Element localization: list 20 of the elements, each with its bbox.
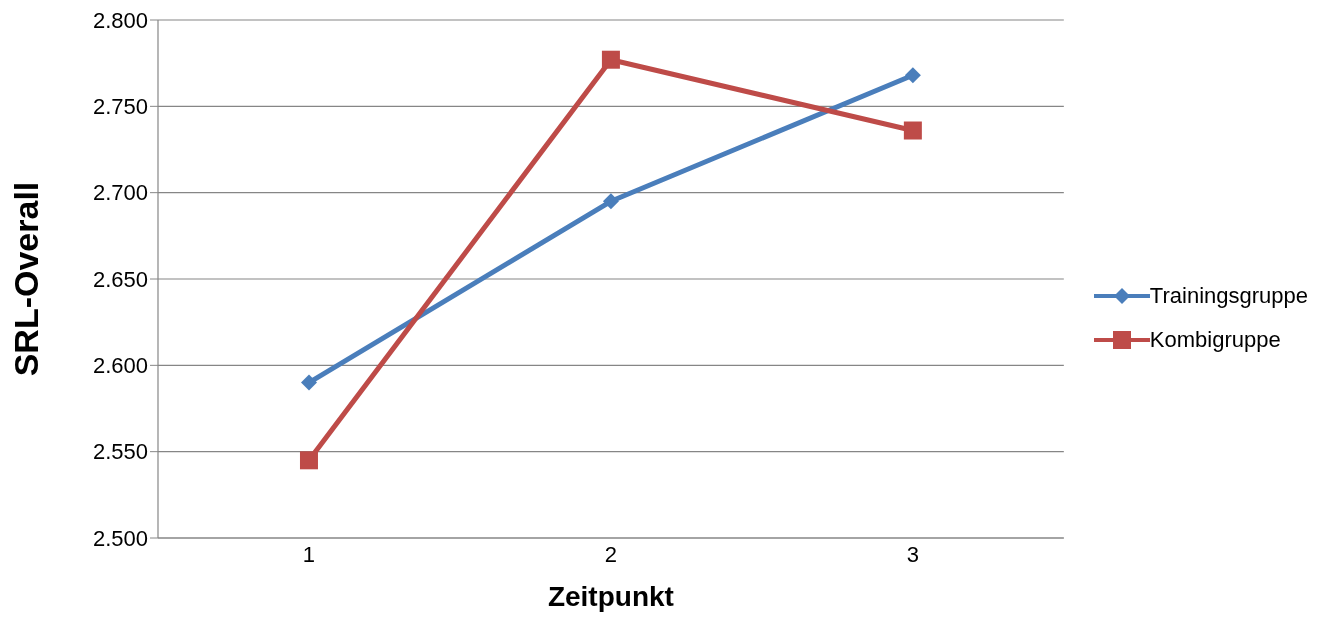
legend-label: Kombigruppe	[1149, 327, 1281, 353]
x-tick-label: 1	[302, 541, 316, 567]
y-tick-label: 2.500	[92, 525, 148, 551]
y-axis-title: SRL-Overall	[7, 181, 46, 377]
x-tick-label: 3	[906, 541, 919, 567]
point	[601, 50, 620, 69]
y-tick-label: 2.700	[92, 180, 148, 206]
point	[904, 67, 921, 84]
x-axis-title: Zeitpunkt	[547, 581, 674, 612]
point	[300, 374, 317, 391]
point	[602, 193, 619, 210]
y-tick-label: 2.750	[92, 94, 148, 120]
y-tick-label: 2.600	[92, 353, 148, 379]
point	[299, 451, 318, 470]
point	[903, 121, 922, 140]
legend-label: Trainingsgruppe	[1149, 283, 1308, 309]
y-tick-label: 2.800	[92, 7, 148, 33]
x-tick-label: 2	[604, 541, 618, 567]
y-tick-label: 2.550	[92, 439, 148, 465]
y-tick-label: 2.650	[92, 266, 148, 292]
